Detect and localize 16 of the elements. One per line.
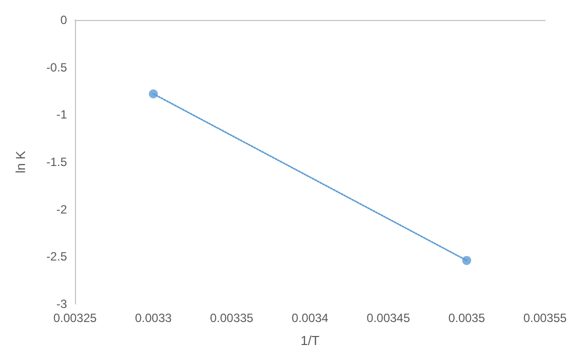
y-tick-label: -3 xyxy=(56,297,68,311)
y-tick-label: 0 xyxy=(60,13,68,27)
y-tick-label: -2.5 xyxy=(46,250,68,264)
y-tick-label: -2 xyxy=(56,202,68,216)
x-tick-label: 0.0034 xyxy=(292,311,329,325)
x-tick-label: 0.0035 xyxy=(448,311,486,325)
y-tick-label: -1.5 xyxy=(46,155,68,169)
y-tick-label: -0.5 xyxy=(46,60,68,74)
x-tick-label: 0.00345 xyxy=(366,311,410,325)
x-tick-label: 0.00335 xyxy=(210,311,254,325)
x-tick-label: 0.0033 xyxy=(134,311,172,325)
y-tick-label: -1 xyxy=(56,108,68,122)
x-tick-label: 0.00325 xyxy=(53,311,98,325)
y-axis-title: ln K xyxy=(13,150,28,174)
x-tick-label: 0.00355 xyxy=(523,311,568,325)
x-axis-title: 1/T xyxy=(300,333,320,348)
